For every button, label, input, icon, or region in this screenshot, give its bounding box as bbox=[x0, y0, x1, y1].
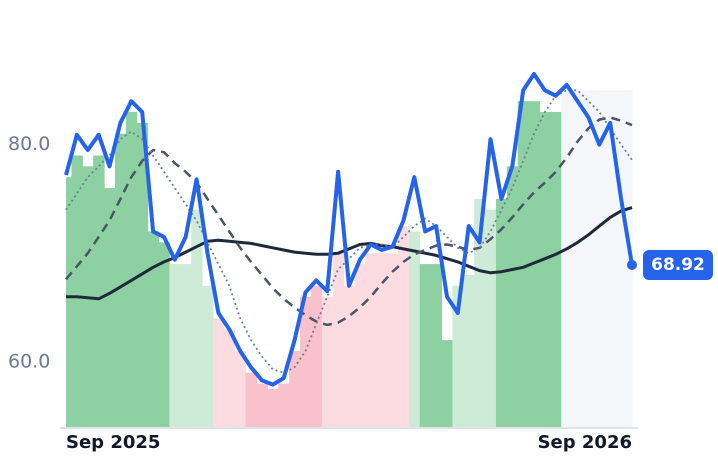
regime-bar bbox=[463, 274, 475, 427]
regime-bar bbox=[71, 155, 83, 427]
y-tick-label: 60.0 bbox=[8, 350, 50, 372]
regime-bar bbox=[267, 388, 279, 427]
regime-bar bbox=[278, 383, 290, 427]
regime-bar bbox=[517, 101, 530, 428]
regime-bar bbox=[191, 209, 203, 427]
regime-bar bbox=[354, 264, 366, 427]
regime-bar bbox=[147, 231, 160, 427]
regime-bar bbox=[256, 383, 268, 427]
regime-bar bbox=[332, 253, 345, 427]
x-tick-label: Sep 2025 bbox=[66, 432, 160, 453]
series-line bbox=[64, 72, 634, 387]
regime-bar bbox=[114, 133, 127, 427]
series-line bbox=[66, 206, 633, 301]
regime-bar bbox=[452, 285, 464, 427]
regime-bar bbox=[474, 198, 486, 427]
regime-bar bbox=[485, 209, 497, 427]
regime-bar bbox=[343, 285, 355, 427]
regime-bar bbox=[104, 188, 116, 427]
regime-bar bbox=[234, 350, 247, 427]
regime-bar bbox=[593, 90, 606, 428]
regime-bar bbox=[66, 177, 72, 427]
value-badge bbox=[643, 249, 713, 280]
regime-bar bbox=[310, 285, 323, 427]
regime-bar bbox=[561, 90, 573, 428]
value-label: 68.92 bbox=[651, 255, 705, 275]
regime-bar bbox=[615, 90, 628, 428]
regime-bar bbox=[397, 226, 410, 427]
regime-bar bbox=[419, 264, 432, 427]
regime-bar bbox=[212, 318, 225, 427]
regime-bar bbox=[180, 264, 192, 427]
regime-bar bbox=[506, 166, 519, 428]
y-tick-label: 80.0 bbox=[8, 133, 50, 155]
regime-bar bbox=[376, 253, 388, 427]
regime-bar bbox=[387, 253, 399, 427]
regime-bar bbox=[93, 155, 105, 427]
regime-bar bbox=[300, 296, 312, 427]
regime-bar bbox=[125, 112, 138, 428]
regime-bar bbox=[245, 372, 257, 427]
regime-bar bbox=[289, 350, 301, 427]
regime-bar bbox=[441, 340, 453, 427]
regime-bar bbox=[495, 198, 508, 427]
regime-bar bbox=[169, 264, 181, 427]
last-point bbox=[627, 259, 637, 270]
regime-bar bbox=[604, 90, 617, 428]
regime-bar bbox=[583, 90, 595, 428]
regime-bar bbox=[223, 329, 236, 427]
regime-bar bbox=[572, 90, 584, 428]
regime-bar bbox=[408, 231, 421, 427]
regime-bar bbox=[365, 253, 377, 427]
regime-bar bbox=[430, 264, 443, 427]
regime-bar bbox=[550, 112, 562, 428]
regime-bar bbox=[158, 242, 170, 427]
x-tick-label: Sep 2026 bbox=[538, 432, 632, 453]
regime-bar bbox=[539, 112, 551, 428]
regime-bar bbox=[202, 285, 214, 427]
regime-bar bbox=[321, 296, 334, 427]
